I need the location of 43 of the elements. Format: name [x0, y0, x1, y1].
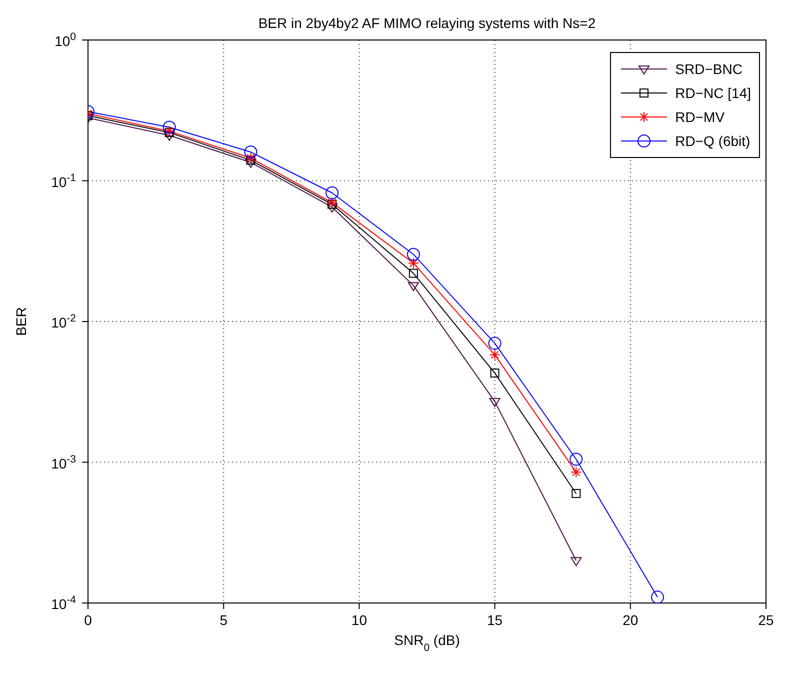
legend-label: RD−NC [14] — [675, 85, 751, 101]
point — [164, 126, 175, 137]
point — [570, 466, 582, 478]
point — [326, 197, 338, 208]
y-tick-label: 10$^{-2}$ — [51, 312, 76, 330]
point — [326, 204, 338, 213]
x-tick-label: 0 — [84, 612, 92, 628]
point — [164, 128, 174, 138]
point — [490, 368, 500, 378]
x-tick-label: 15 — [487, 612, 503, 628]
point — [572, 488, 581, 498]
point — [489, 398, 500, 408]
point — [488, 336, 502, 350]
y-axis-title: BER — [13, 307, 29, 336]
point — [245, 152, 256, 164]
legend-label: RD−Q (6bit) — [675, 133, 750, 149]
point — [408, 258, 419, 269]
point — [246, 156, 256, 165]
x-tick-label: 10 — [351, 612, 368, 628]
x-axis-title: SNR$_{0}$ (dB) — [394, 632, 460, 654]
point — [570, 452, 583, 466]
point — [408, 268, 418, 278]
point — [326, 186, 339, 200]
x-tick-label: 25 — [758, 612, 774, 628]
x-tick-label: 20 — [622, 612, 638, 628]
point — [245, 158, 256, 168]
x-tick-label: 5 — [220, 612, 228, 628]
point — [162, 120, 176, 134]
point — [328, 200, 337, 209]
point — [164, 132, 175, 141]
legend-label: SRD−BNC — [675, 61, 742, 77]
point — [489, 349, 500, 360]
point — [406, 248, 420, 261]
y-tick-label: 10$^{0}$ — [54, 31, 76, 49]
point — [408, 282, 419, 292]
y-tick-label: 10$^{-3}$ — [51, 453, 76, 472]
chart-title: BER in 2by4by2 AF MIMO relaying systems with Ns=2 — [258, 15, 596, 31]
y-tick-label: 10$^{-4}$ — [51, 594, 76, 612]
legend-label: RD−MV — [675, 109, 725, 125]
point — [651, 590, 664, 603]
y-tick-label: 10$^{-1}$ — [51, 172, 76, 190]
point — [244, 146, 258, 159]
point — [570, 557, 582, 566]
